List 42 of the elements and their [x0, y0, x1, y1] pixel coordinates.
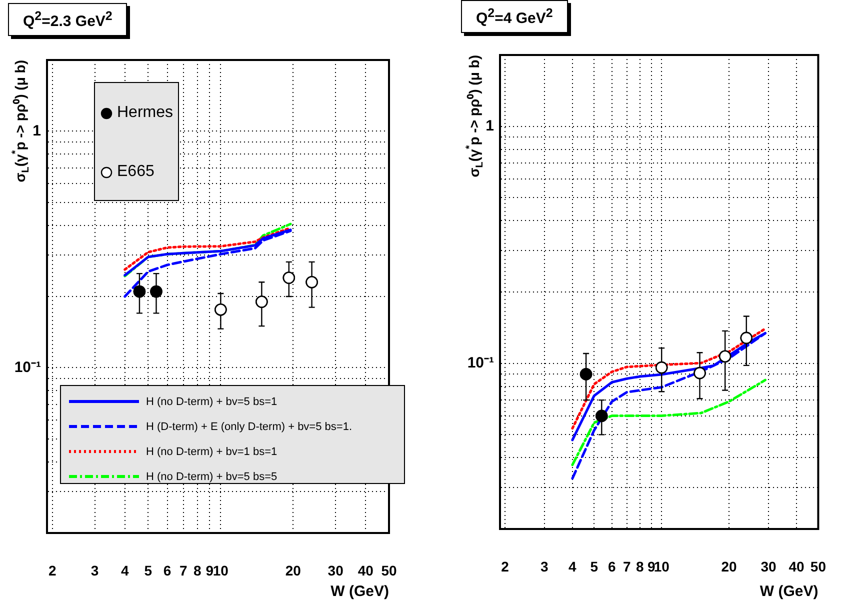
x-tick-label: 3: [90, 562, 99, 578]
x-tick-label: 6: [163, 562, 172, 578]
legend-label: H (no D-term) + bv=5 bs=5: [146, 470, 278, 482]
x-tick-label: 4: [568, 558, 577, 574]
x-tick-label: 40: [358, 562, 374, 578]
legend-label: H (no D-term) + bv=1 bs=1: [146, 446, 278, 458]
x-tick-label: 3: [540, 558, 549, 574]
x-tick-label: 10: [212, 562, 229, 578]
legend-label: Hermes: [117, 104, 174, 122]
x-tick-label: 4: [120, 562, 129, 578]
chart-title: Q$^{2}$=4 GeV$^{2}$: [461, 0, 568, 33]
x-tick-label: 9: [206, 562, 214, 578]
y-tick-label: 10⁻¹: [14, 358, 41, 376]
x-tick-label: 9: [647, 558, 656, 574]
chart-title: Q$^{2}$=2.3 GeV$^{2}$: [8, 3, 128, 36]
x-tick-label: 30: [328, 562, 344, 578]
x-tick-label: 7: [622, 558, 631, 574]
x-tick-label: 40: [788, 558, 804, 574]
x-tick-label: 10: [654, 558, 670, 574]
y-axis-title: σL(γ*p -> pρ⁰) (μ b): [10, 60, 32, 182]
legend-label: H (no D-term) + bv=5 bs=1: [146, 396, 278, 408]
x-tick-label: 20: [285, 562, 302, 578]
y-tick-label: 1: [486, 117, 494, 134]
x-tick-label: 50: [810, 558, 826, 574]
x-tick-label: 50: [381, 562, 397, 578]
x-tick-label: 2: [501, 558, 510, 574]
x-axis-title: W (GeV): [330, 583, 389, 600]
x-axis-title: W (GeV): [760, 583, 818, 600]
x-tick-label: 20: [721, 558, 738, 574]
x-tick-label: 30: [760, 558, 777, 574]
x-tick-label: 8: [193, 562, 202, 578]
x-tick-label: 2: [48, 562, 56, 578]
x-tick-label: 5: [144, 562, 152, 578]
legend-label: H (D-term) + E (only D-term) + bv=5 bs=1.: [146, 420, 352, 432]
x-tick-label: 8: [636, 558, 644, 574]
y-tick-label: 10⁻¹: [467, 354, 494, 372]
y-tick-label: 1: [32, 122, 41, 140]
x-tick-label: 6: [608, 558, 616, 574]
y-axis-title: σL(γ*p -> pρ⁰) (μ b): [464, 55, 486, 178]
x-tick-label: 7: [179, 562, 188, 578]
x-tick-label: 5: [590, 558, 598, 574]
legend-label: E665: [117, 163, 154, 181]
